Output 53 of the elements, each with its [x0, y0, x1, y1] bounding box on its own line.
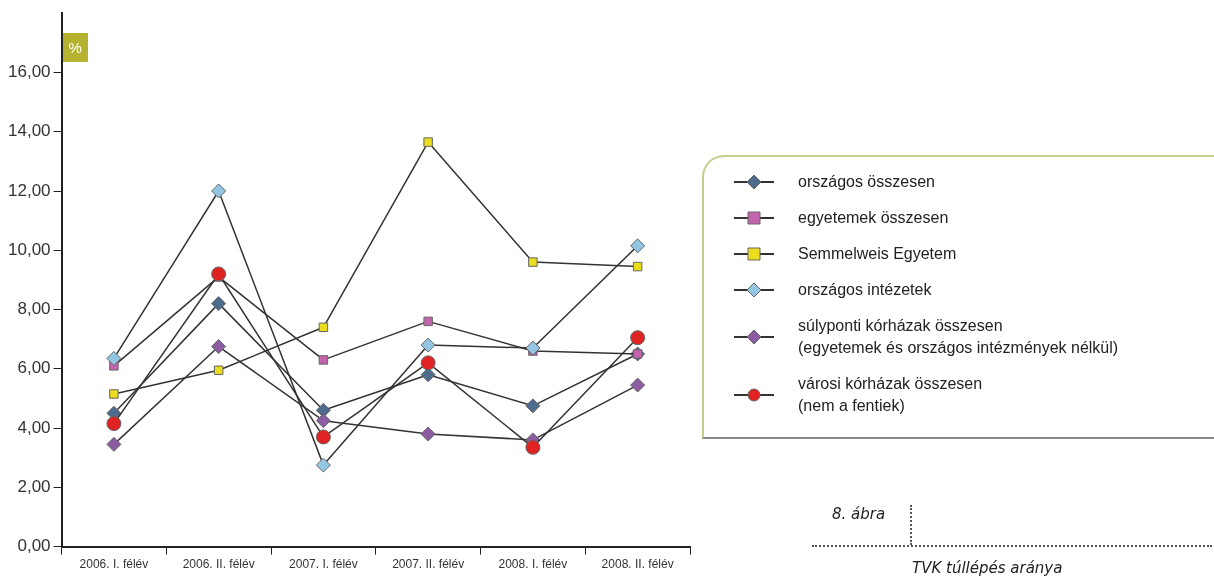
- text: 8. ábra: [832, 505, 912, 545]
- point: [420, 426, 436, 442]
- legend-label: városi kórházak összesen (nem a fentiek): [798, 374, 983, 416]
- point: [632, 261, 643, 272]
- x-tick-label: 2006. I. félév: [79, 557, 149, 572]
- y-tick-label: 0,00: [17, 536, 51, 556]
- point: [213, 365, 224, 376]
- y-tick-label: 4,00: [17, 417, 51, 437]
- point: [315, 457, 331, 473]
- point: [420, 337, 436, 353]
- x-tick-label: 2006. II. félév: [182, 557, 255, 572]
- point: [630, 330, 646, 346]
- point: [106, 436, 122, 452]
- legend-label: országos összesen: [798, 172, 935, 192]
- point: [211, 339, 227, 355]
- y-tick-label: 2,00: [17, 477, 51, 497]
- point: [525, 439, 541, 455]
- point: [630, 377, 646, 393]
- point: [109, 389, 119, 399]
- y-tick-label: 14,00: [7, 121, 51, 141]
- y-tick-label: 16,00: [7, 62, 51, 82]
- y-tick-label: 6,00: [17, 358, 51, 378]
- point: [211, 296, 227, 312]
- legend-label: súlyponti kórházak összesen (egyetemek és országos intézmények nélkül): [798, 316, 1119, 358]
- point: [318, 322, 329, 333]
- point: [211, 183, 227, 199]
- point: [106, 416, 122, 432]
- point: [420, 367, 436, 383]
- point: [423, 316, 433, 327]
- x-tick-label: 2007. II. félév: [392, 557, 465, 572]
- legend-label: egyetemek összesen: [798, 208, 949, 228]
- legend-label: országos intézetek: [798, 280, 932, 300]
- point: [525, 340, 541, 356]
- x-tick-label: 2008. II. félév: [601, 557, 674, 572]
- point: [318, 355, 329, 365]
- y-tick-label: 10,00: [7, 239, 51, 259]
- point: [315, 429, 331, 445]
- point: [525, 398, 541, 414]
- point: [106, 350, 122, 366]
- point: [528, 257, 538, 267]
- point: [211, 266, 227, 282]
- point: [420, 355, 436, 371]
- point: [423, 137, 433, 147]
- x-tick-label: 2007. I. félév: [289, 557, 358, 572]
- x-tick-label: 2008. I. félév: [498, 557, 568, 572]
- point: [630, 238, 646, 254]
- legend-label: Semmelweis Egyetem: [798, 244, 957, 264]
- point: [315, 413, 331, 429]
- text: TVK túllépés aránya: [812, 545, 1212, 577]
- y-tick-label: 12,00: [7, 180, 51, 200]
- point: [315, 402, 331, 418]
- y-tick-label: 8,00: [17, 299, 51, 319]
- y-axis-title: %: [62, 33, 88, 63]
